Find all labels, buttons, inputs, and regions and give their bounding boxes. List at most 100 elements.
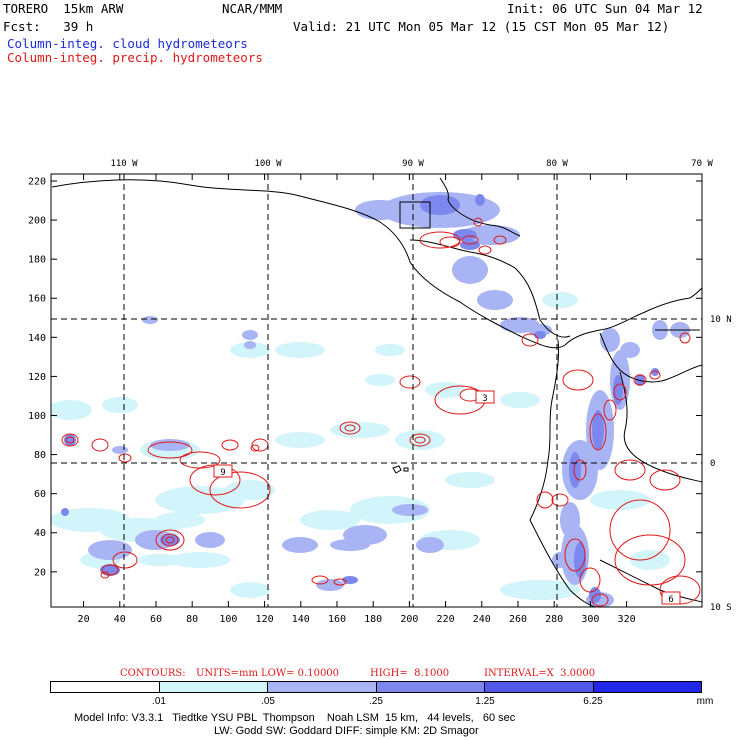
y-tick-label: 60 bbox=[34, 489, 46, 500]
x-tick-label: 180 bbox=[364, 614, 382, 625]
legend-swatch-3 bbox=[376, 682, 485, 692]
map-plot-area bbox=[51, 177, 702, 607]
lon-label-100w: 100 W bbox=[254, 159, 282, 169]
y-tick-label: 40 bbox=[34, 528, 46, 539]
precip-contour bbox=[165, 536, 175, 544]
y-tick-label: 160 bbox=[28, 294, 46, 305]
precip-contour bbox=[399, 375, 421, 389]
y-tick-label: 220 bbox=[28, 177, 46, 188]
precip-contour bbox=[633, 374, 647, 386]
valid-time: Valid: 21 UTC Mon 05 Mar 12 (15 CST Mon … bbox=[293, 19, 670, 34]
y-tick-label: 140 bbox=[28, 333, 46, 344]
x-tick-label: 220 bbox=[437, 614, 455, 625]
precip-contour bbox=[609, 499, 671, 561]
precip-contour bbox=[439, 236, 461, 248]
precip-contour bbox=[493, 235, 507, 245]
contours-interval: INTERVAL=X 3.0000 bbox=[484, 668, 596, 679]
y-tick-label: 20 bbox=[34, 567, 46, 578]
precip-contour bbox=[579, 567, 601, 593]
precip-contour bbox=[562, 369, 594, 391]
lat-label-10s: 10 S bbox=[710, 603, 732, 613]
cloud-shading-light bbox=[51, 292, 670, 600]
x-tick-label: 240 bbox=[473, 614, 491, 625]
precip-contour bbox=[536, 491, 554, 509]
precip-contour bbox=[61, 433, 79, 447]
legend-value-3: 1.25 bbox=[475, 696, 495, 707]
axis-ticks bbox=[51, 174, 702, 607]
y-tick-label: 120 bbox=[28, 372, 46, 383]
precip-contour bbox=[91, 438, 109, 452]
x-tick-label: 60 bbox=[150, 614, 162, 625]
x-tick-label: 100 bbox=[219, 614, 237, 625]
x-tick-label: 120 bbox=[256, 614, 274, 625]
contour-label-6: 6 bbox=[661, 591, 681, 605]
y-tick-label: 100 bbox=[28, 411, 46, 422]
precip-contour bbox=[221, 439, 239, 451]
x-tick-label: 80 bbox=[186, 614, 198, 625]
precip-contour bbox=[614, 459, 646, 481]
x-tick-label: 280 bbox=[545, 614, 563, 625]
precip-contour bbox=[409, 433, 431, 447]
precip-contour bbox=[155, 529, 185, 551]
precip-contour bbox=[478, 245, 492, 255]
x-tick-label: 320 bbox=[618, 614, 636, 625]
y-tick-label: 80 bbox=[34, 450, 46, 461]
legend-value-2: .25 bbox=[369, 696, 383, 707]
precip-contour bbox=[591, 593, 609, 607]
svg-text:9: 9 bbox=[220, 468, 225, 478]
y-tick-label: 200 bbox=[28, 216, 46, 227]
lon-label-110w: 110 W bbox=[110, 159, 138, 169]
x-tick-label: 300 bbox=[581, 614, 599, 625]
precip-contour bbox=[209, 471, 271, 509]
legend-precip-field: Column-integ. precip. hydrometeors bbox=[7, 50, 263, 65]
contours-high: HIGH= 8.1000 bbox=[370, 668, 450, 679]
legend-swatch-4 bbox=[485, 682, 594, 692]
precip-contour bbox=[564, 538, 586, 572]
precip-contour bbox=[551, 493, 569, 507]
legend-unit: mm bbox=[696, 696, 714, 707]
precip-contour bbox=[573, 459, 587, 481]
precip-contour bbox=[65, 436, 75, 444]
precip-contour bbox=[649, 469, 681, 491]
x-tick-label: 20 bbox=[78, 614, 90, 625]
legend-swatch-2 bbox=[268, 682, 377, 692]
precip-contour bbox=[161, 533, 179, 547]
legend-value-1: .05 bbox=[261, 696, 275, 707]
init-time: Init: 06 UTC Sun 04 Mar 12 bbox=[507, 1, 703, 16]
precip-contour bbox=[613, 383, 627, 401]
precip-contour bbox=[100, 571, 110, 579]
precip-contour bbox=[112, 551, 138, 569]
legend-value-0: .01 bbox=[152, 696, 166, 707]
color-legend-bar bbox=[50, 681, 702, 693]
x-tick-label: 140 bbox=[292, 614, 310, 625]
contour-label-9: 9 bbox=[213, 464, 233, 478]
forecast-hour: Fcst: 39 h bbox=[3, 19, 94, 34]
precip-contour bbox=[147, 441, 193, 459]
precip-contour bbox=[473, 217, 483, 227]
lat-label-0: 0 bbox=[710, 459, 715, 469]
lat-lon-grid bbox=[51, 174, 702, 607]
model-name: TORERO 15km ARW bbox=[3, 1, 124, 16]
precip-contour bbox=[589, 413, 607, 451]
legend-value-4: 6.25 bbox=[583, 696, 603, 707]
precip-contour bbox=[419, 231, 461, 249]
lon-label-90w: 90 W bbox=[402, 159, 424, 169]
organization: NCAR/MMM bbox=[222, 1, 283, 16]
legend-swatch-0 bbox=[51, 682, 160, 692]
legend-swatch-1 bbox=[159, 682, 268, 692]
x-tick-label: 40 bbox=[114, 614, 126, 625]
x-tick-label: 260 bbox=[509, 614, 527, 625]
precip-contour bbox=[649, 370, 661, 380]
map-frame bbox=[50, 173, 703, 608]
precip-contour bbox=[101, 564, 119, 576]
y-tick-label: 180 bbox=[28, 255, 46, 266]
legend-swatch-5 bbox=[593, 682, 701, 692]
model-info-line1: Model Info: V3.3.1 Tiedtke YSU PBL Thomp… bbox=[74, 712, 516, 724]
legend-cloud-field: Column-integ. cloud hydrometeors bbox=[7, 36, 248, 51]
svg-text:3: 3 bbox=[482, 394, 487, 404]
precip-contour bbox=[250, 444, 260, 452]
x-tick-label: 160 bbox=[328, 614, 346, 625]
lat-label-10n: 10 N bbox=[710, 315, 732, 325]
lon-label-80w: 80 W bbox=[546, 159, 568, 169]
